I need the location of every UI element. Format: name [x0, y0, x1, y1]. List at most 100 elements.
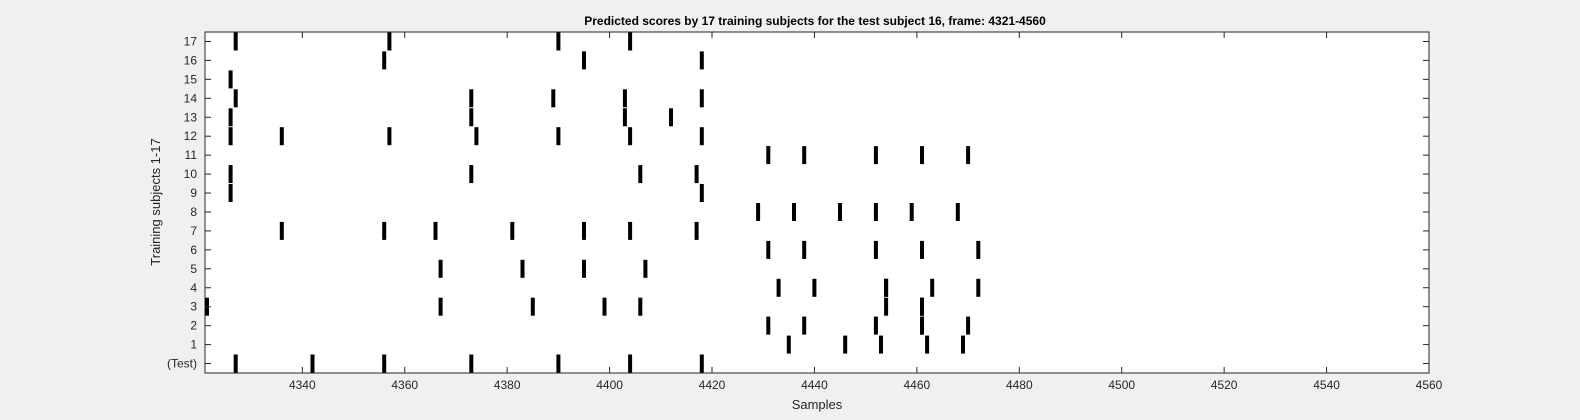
event-mark — [556, 32, 561, 51]
event-mark — [530, 297, 535, 316]
y-tick-label: 6 — [190, 243, 197, 257]
x-tick-label: 4460 — [904, 378, 931, 392]
event-mark — [556, 127, 561, 146]
event-mark — [469, 108, 474, 127]
event-mark — [382, 221, 387, 240]
event-mark — [582, 51, 586, 70]
event-mark — [628, 32, 633, 51]
event-mark — [228, 165, 233, 184]
x-tick-label: 4560 — [1416, 378, 1443, 392]
x-tick-label: 4360 — [391, 378, 418, 392]
event-mark — [884, 278, 889, 297]
event-mark — [873, 316, 878, 335]
event-mark — [228, 127, 233, 146]
event-mark — [699, 354, 704, 373]
x-tick-label: 4520 — [1211, 378, 1238, 392]
y-tick-label: 12 — [184, 129, 198, 143]
y-tick-label: 14 — [184, 91, 198, 105]
event-mark — [228, 108, 233, 127]
event-mark — [382, 51, 387, 70]
event-mark — [469, 165, 474, 184]
x-tick-label: 4540 — [1313, 378, 1340, 392]
y-tick-label: 1 — [190, 338, 197, 352]
event-mark — [228, 184, 233, 202]
event-mark — [920, 297, 924, 316]
event-mark — [843, 335, 848, 354]
event-mark — [920, 316, 924, 335]
event-mark — [233, 354, 238, 373]
y-tick-label: 10 — [184, 167, 198, 181]
event-mark — [520, 259, 525, 278]
event-mark — [474, 127, 479, 146]
x-tick-label: 4480 — [1006, 378, 1033, 392]
event-mark — [699, 184, 704, 202]
event-mark — [955, 203, 960, 221]
event-mark — [387, 32, 392, 51]
event-mark — [387, 127, 392, 146]
event-mark — [802, 240, 807, 259]
event-mark — [802, 316, 807, 335]
event-mark — [628, 354, 633, 373]
plot-area — [204, 31, 1430, 374]
event-mark — [279, 127, 284, 146]
event-mark — [310, 354, 315, 373]
event-mark — [879, 335, 883, 354]
event-mark — [602, 297, 607, 316]
event-mark — [802, 146, 807, 165]
event-mark — [628, 127, 633, 146]
x-axis-label: Samples — [792, 397, 843, 412]
event-mark — [694, 221, 699, 240]
event-mark — [551, 89, 556, 108]
event-mark — [792, 203, 796, 221]
event-mark — [884, 297, 889, 316]
event-mark — [469, 89, 474, 108]
y-tick-label: 9 — [190, 186, 197, 200]
event-mark — [438, 259, 443, 278]
event-mark — [920, 146, 924, 165]
y-tick-label: 5 — [190, 262, 197, 276]
event-mark — [756, 203, 761, 221]
event-mark — [582, 259, 586, 278]
event-mark — [776, 278, 781, 297]
event-mark — [930, 278, 935, 297]
y-tick-label: 11 — [185, 148, 198, 162]
event-mark — [510, 221, 515, 240]
event-mark — [786, 335, 791, 354]
event-marks — [205, 32, 981, 373]
event-mark — [909, 203, 914, 221]
y-axis-label: Training subjects 1-17 — [148, 138, 163, 265]
event-mark — [279, 221, 284, 240]
event-mark — [699, 89, 704, 108]
event-mark — [438, 297, 443, 316]
x-tick-label: 4380 — [494, 378, 521, 392]
y-tick-label: 4 — [190, 281, 197, 295]
event-mark — [873, 146, 878, 165]
event-mark — [233, 32, 238, 51]
y-tick-label: 17 — [184, 34, 198, 48]
event-mark — [961, 335, 965, 354]
event-mark — [699, 51, 704, 70]
event-mark — [582, 221, 586, 240]
x-tick-label: 4400 — [596, 378, 623, 392]
y-tick-label: 16 — [184, 53, 198, 67]
y-tick-label: 2 — [190, 319, 197, 333]
event-mark — [766, 316, 771, 335]
x-tick-label: 4500 — [1108, 378, 1135, 392]
event-mark — [873, 203, 878, 221]
y-tick-label: 3 — [190, 300, 197, 314]
event-mark — [556, 354, 561, 373]
y-tick-label: 7 — [190, 224, 197, 238]
event-mark — [976, 240, 981, 259]
event-mark — [469, 354, 474, 373]
y-tick-label: 15 — [184, 72, 198, 86]
y-tick-label: 13 — [184, 110, 198, 124]
event-mark — [638, 297, 643, 316]
y-tick-label: (Test) — [167, 357, 197, 371]
event-mark — [228, 70, 233, 89]
event-mark — [766, 146, 771, 165]
x-tick-label: 4420 — [699, 378, 726, 392]
x-axis: 4340 4360 4380 4400 4420 4440 4460 4480 4500 4520… — [289, 32, 1443, 392]
event-mark — [643, 259, 648, 278]
